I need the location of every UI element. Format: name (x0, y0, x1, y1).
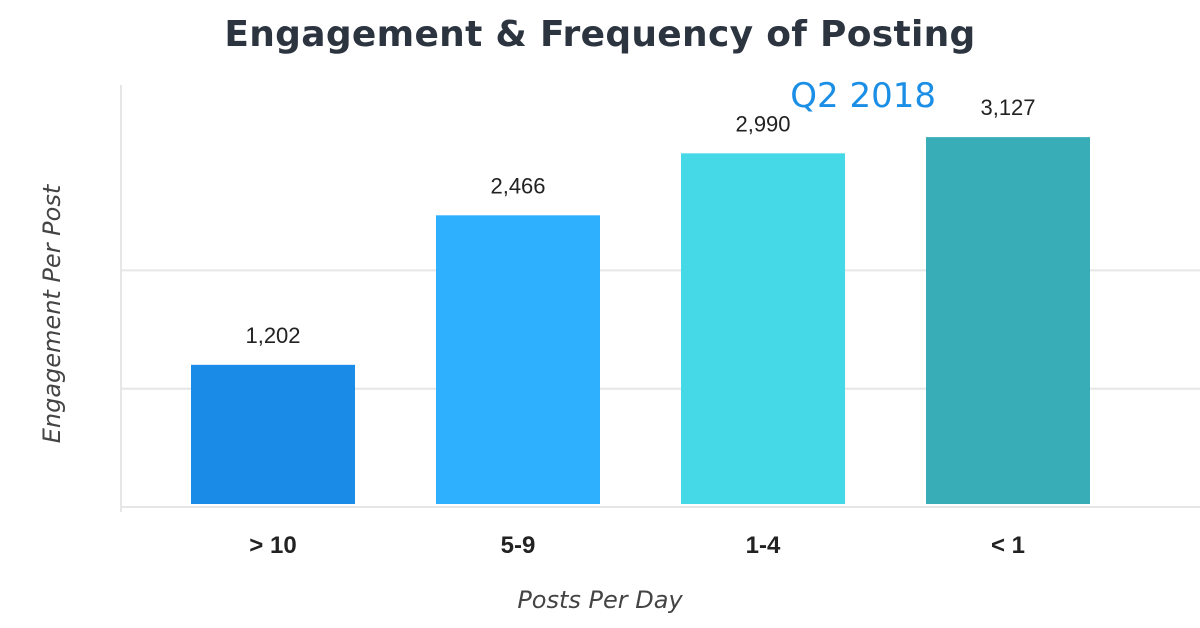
x-tick-label: > 10 (249, 532, 296, 559)
chart-subtitle: Q2 2018 (790, 76, 936, 116)
x-tick-label: < 1 (991, 532, 1025, 559)
bar-value-label: 2,990 (735, 111, 790, 136)
bar (191, 364, 355, 504)
x-tick-label: 5-9 (501, 532, 536, 559)
bar (681, 153, 845, 504)
x-tick-label: 1-4 (746, 532, 781, 559)
bar (926, 137, 1090, 504)
bars (191, 137, 1090, 504)
chart-title: Engagement & Frequency of Posting (224, 14, 976, 55)
bar (436, 215, 600, 504)
bar-value-label: 2,466 (490, 173, 545, 198)
bar-value-label: 3,127 (980, 95, 1035, 120)
bar-value-labels: 1,202 2,466 2,990 3,127 (245, 95, 1035, 348)
bar-value-label: 1,202 (245, 323, 300, 348)
x-axis-label: Posts Per Day (517, 586, 683, 614)
x-tick-labels: > 10 5-9 1-4 < 1 (249, 532, 1025, 559)
